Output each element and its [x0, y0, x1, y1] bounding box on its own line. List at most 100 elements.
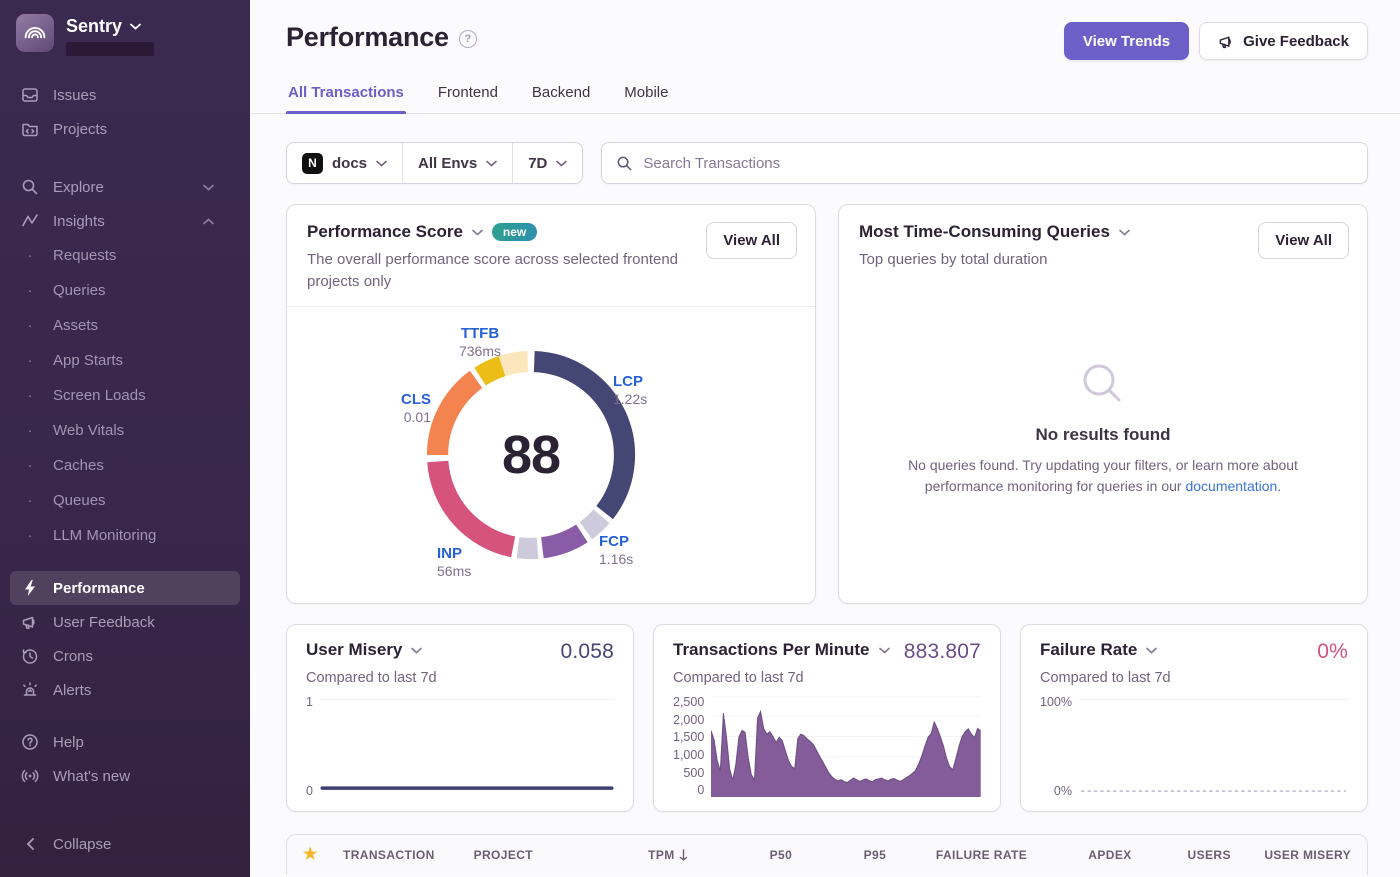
transactions-table: ★ TRANSACTION PROJECT TPM P50 P95 FAILUR… — [286, 834, 1368, 875]
card-subtitle: Compared to last 7d — [673, 670, 804, 686]
tab-all-transactions[interactable]: All Transactions — [286, 84, 406, 114]
chevron-down-icon — [130, 23, 141, 30]
button-label: Give Feedback — [1243, 32, 1349, 50]
project-filter-value: docs — [332, 154, 368, 172]
y-tick: 1,500 — [673, 730, 705, 745]
chevron-down-icon — [376, 160, 387, 167]
project-filter[interactable]: N docs — [287, 143, 404, 183]
page-filter-group: N docs All Envs 7D — [286, 142, 584, 184]
sidebar-item-whats-new[interactable]: What's new — [10, 759, 240, 793]
sidebar-collapse-button[interactable]: Collapse — [10, 827, 240, 861]
user-misery-chart: 1 0 — [306, 696, 614, 797]
environment-filter-value: All Envs — [418, 154, 478, 172]
sidebar-item-explore[interactable]: Explore — [10, 170, 240, 204]
sidebar-item-screen-loads[interactable]: · Screen Loads — [10, 378, 240, 413]
card-title: Transactions Per Minute — [673, 640, 870, 659]
chevron-down-icon[interactable] — [472, 229, 483, 236]
col-apdex[interactable]: APDEX — [1088, 848, 1132, 862]
bullet-icon: · — [27, 422, 33, 439]
org-switcher[interactable]: Sentry — [66, 16, 154, 37]
sidebar-item-issues[interactable]: Issues — [10, 78, 240, 112]
bullet-icon: · — [27, 317, 33, 334]
col-failure-rate[interactable]: FAILURE RATE — [935, 848, 1028, 862]
vital-label: TTFB — [460, 324, 500, 342]
bullet-icon: · — [27, 457, 33, 474]
vital-value: 1.22s — [613, 391, 648, 408]
bullet-icon: · — [27, 492, 33, 509]
col-label: TPM — [648, 848, 675, 862]
user-misery-line — [319, 698, 614, 790]
search-transactions-input[interactable] — [643, 154, 1353, 172]
date-range-filter[interactable]: 7D — [513, 143, 582, 183]
sidebar-item-web-vitals[interactable]: · Web Vitals — [10, 413, 240, 448]
give-feedback-button[interactable]: Give Feedback — [1199, 22, 1368, 60]
sidebar-item-queues[interactable]: · Queues — [10, 483, 240, 518]
sidebar-item-performance[interactable]: Performance — [10, 571, 240, 605]
col-user-misery[interactable]: USER MISERY — [1264, 848, 1351, 862]
sidebar-item-insights[interactable]: Insights — [10, 204, 240, 238]
sidebar-item-app-starts[interactable]: · App Starts — [10, 343, 240, 378]
documentation-link[interactable]: documentation — [1185, 478, 1278, 495]
empty-text-before: No queries found. Try updating your filt… — [908, 456, 1298, 495]
sidebar-item-label: Alerts — [53, 681, 92, 699]
sidebar-item-label: App Starts — [53, 352, 124, 369]
vital-lcp: LCP 1.22s — [613, 373, 647, 409]
sidebar-item-label: Web Vitals — [53, 422, 125, 439]
date-range-value: 7D — [528, 154, 548, 172]
sidebar-item-queries[interactable]: · Queries — [10, 273, 240, 308]
chevron-down-icon — [556, 160, 568, 167]
bullet-icon: · — [27, 352, 33, 369]
siren-icon — [20, 681, 40, 699]
col-project[interactable]: PROJECT — [473, 848, 534, 862]
view-all-button[interactable]: View All — [1258, 222, 1349, 259]
nextjs-platform-icon: N — [302, 152, 323, 174]
environment-filter[interactable]: All Envs — [403, 143, 514, 183]
sidebar-item-label: User Feedback — [53, 613, 155, 631]
col-p50[interactable]: P50 — [769, 848, 793, 862]
chevron-down-icon[interactable] — [1119, 229, 1130, 236]
col-users[interactable]: USERS — [1187, 848, 1231, 862]
chevron-down-icon[interactable] — [411, 647, 423, 654]
sidebar-item-llm-monitoring[interactable]: · LLM Monitoring — [10, 518, 240, 553]
sidebar-item-assets[interactable]: · Assets — [10, 308, 240, 343]
y-tick: 100% — [1040, 695, 1072, 709]
view-all-button[interactable]: View All — [706, 222, 797, 259]
y-tick: 1 — [306, 695, 313, 709]
failure-rate-card: Failure Rate 0% Compared to last 7d 100%… — [1020, 624, 1368, 812]
sidebar-item-label: Crons — [53, 647, 94, 665]
page-help-icon[interactable]: ? — [458, 30, 477, 48]
chevron-down-icon[interactable] — [1146, 647, 1158, 654]
score-value: 88 — [501, 424, 561, 485]
vital-inp: INP 56ms — [437, 545, 471, 581]
sidebar-item-user-feedback[interactable]: User Feedback — [10, 605, 240, 639]
search-transactions-box — [601, 142, 1368, 184]
tab-frontend[interactable]: Frontend — [437, 84, 498, 101]
vital-fcp: FCP 1.16s — [599, 533, 633, 569]
brand-name: Sentry — [66, 16, 123, 36]
table-header-row: ★ TRANSACTION PROJECT TPM P50 P95 FAILUR… — [287, 835, 1367, 875]
tab-backend[interactable]: Backend — [531, 84, 591, 101]
sidebar-item-help[interactable]: Help — [10, 725, 240, 759]
col-p95[interactable]: P95 — [863, 848, 887, 862]
sidebar-item-requests[interactable]: · Requests — [10, 238, 240, 273]
bullet-icon: · — [27, 282, 33, 299]
vital-value: 56ms — [437, 563, 472, 580]
star-icon[interactable]: ★ — [303, 846, 318, 863]
tab-mobile[interactable]: Mobile — [624, 84, 669, 101]
sidebar-nav: Issues Projects Explore — [0, 78, 250, 861]
sidebar-item-projects[interactable]: Projects — [10, 112, 240, 146]
col-transaction[interactable]: TRANSACTION — [343, 848, 435, 862]
sidebar-item-caches[interactable]: · Caches — [10, 448, 240, 483]
new-badge: new — [491, 223, 538, 241]
sidebar-item-crons[interactable]: Crons — [10, 639, 240, 673]
chevron-down-icon[interactable] — [878, 647, 890, 654]
y-tick: 1,000 — [673, 748, 705, 763]
spacer — [10, 553, 240, 571]
sidebar-item-alerts[interactable]: Alerts — [10, 673, 240, 707]
sentry-logo-icon[interactable] — [16, 14, 54, 52]
megaphone-icon — [20, 613, 40, 631]
view-trends-button[interactable]: View Trends — [1063, 22, 1190, 60]
chevron-down-icon — [203, 184, 214, 191]
col-tpm[interactable]: TPM — [588, 848, 687, 862]
tabbar: All Transactions Frontend Backend Mobile — [250, 84, 1400, 114]
